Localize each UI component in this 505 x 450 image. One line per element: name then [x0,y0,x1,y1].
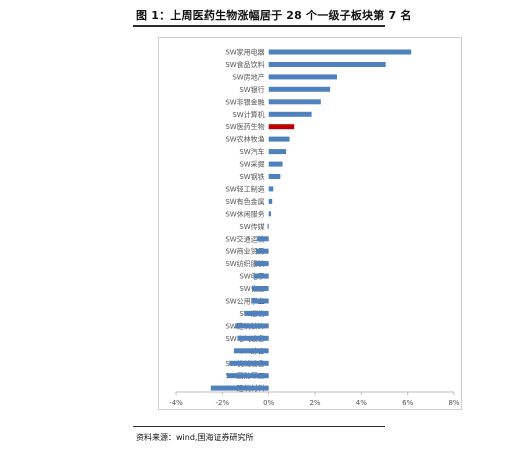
bar [268,161,283,167]
bar [227,373,269,379]
bar [251,298,269,304]
source-note: 资料来源：wind,国海证券研究所 [136,433,254,442]
bar [268,186,274,192]
category-label: SW计算机 [232,110,264,119]
x-tick-label: 0% [263,399,274,407]
bar [210,385,269,391]
bar [268,49,412,55]
category-label: SW轻工制造 [225,184,264,193]
bar [255,248,269,254]
bar [244,310,269,316]
category-label: SW休闲服务 [225,209,264,218]
category-labels: SW家用电器 SW食品饮料 SW房地产 SW银行 SW非银金融 SW计算机 SW医药生物 SW… [225,48,264,393]
category-label: SW公用事业 [225,297,264,306]
bars-layer [210,49,412,391]
category-label: SW商业贸易 [225,247,264,256]
bar [268,149,287,155]
category-label: SW化工 [239,284,264,293]
x-tick-label: 2% [309,399,320,407]
bar [229,360,269,366]
bar [268,198,273,204]
source-rule [133,426,385,427]
category-label: SW传媒 [239,222,264,231]
category-label: SW汽车 [239,147,264,156]
category-label: SW医药生物 [225,122,264,131]
title-rule [133,25,385,27]
category-label: SW纺织服装 [225,259,264,268]
bar [268,211,271,217]
figure-title: 图 1：上周医药生物涨幅居于 28 个一级子板块第 7 名 [136,9,412,22]
x-tick-label: 4% [356,399,367,407]
bar [268,74,337,80]
bar [233,348,269,354]
bar [252,286,269,291]
category-label: SW采掘 [239,160,264,169]
bar [268,99,321,105]
category-label: SW食品饮料 [225,60,264,69]
category-label: SW农林牧渔 [225,135,264,144]
bar [268,174,281,179]
chart-frame [158,37,462,410]
bar [267,223,269,229]
bar [254,261,269,267]
bar [235,323,269,329]
category-label: SW有色金属 [225,197,264,206]
category-label: SW电子 [239,272,264,281]
bar [268,86,331,92]
category-label: SW房地产 [232,72,264,81]
bar [237,335,269,341]
x-tick-label: -4% [169,399,183,407]
bar [268,124,295,130]
category-label: SW银行 [239,85,264,94]
bar [257,236,269,242]
category-label: SW家用电器 [225,48,264,57]
category-label: SW交通运输 [225,234,264,243]
bar [268,111,312,117]
category-label: SW非银金融 [225,97,264,106]
bar [268,136,290,142]
bar [268,62,386,67]
x-tick-label: -2% [215,399,229,407]
category-label: SW钢铁 [239,172,264,181]
x-axis: -4% -2% 0% 2% 4% 6% 8% [169,391,460,407]
x-tick-label: 6% [402,399,413,407]
x-tick-label: 8% [448,399,459,407]
bar [253,273,269,279]
